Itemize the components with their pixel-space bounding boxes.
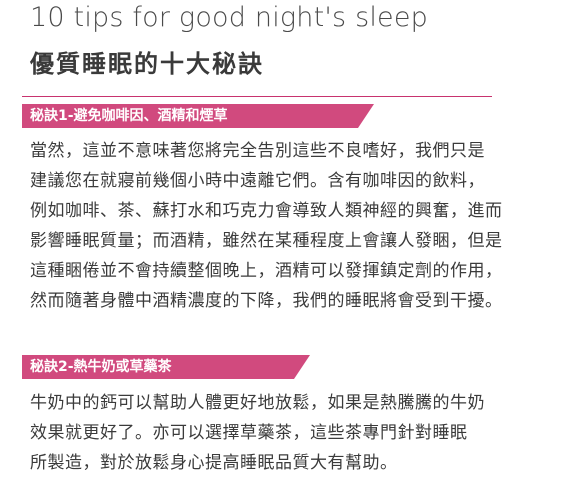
section-heading-tip-2: 秘訣2-熱牛奶或草藥茶 <box>22 355 310 379</box>
paragraph-line: 所製造，對於放鬆身心提高睡眠品質大有幫助。 <box>30 453 398 473</box>
paragraph-line: 建議您在就寢前幾個小時中遠離它們。含有咖啡因的飲料， <box>30 171 485 191</box>
title-english: 10 tips for good night's sleep <box>30 2 429 33</box>
paragraph-line: 這種睏倦並不會持續整個晚上，酒精可以發揮鎮定劑的作用， <box>30 261 503 281</box>
section-body-tip-1: 當然，這並不意味著您將完全告別這些不良嗜好，我們只是 建議您在就寢前幾個小時中遠… <box>30 136 556 316</box>
paragraph-line: 牛奶中的鈣可以幫助人體更好地放鬆，如果是熱騰騰的牛奶 <box>30 393 485 413</box>
paragraph-line: 影響睡眠質量；而酒精，雖然在某種程度上會讓人發睏，但是 <box>30 231 503 251</box>
section-heading-tip-1: 秘訣1-避免咖啡因、酒精和煙草 <box>22 104 374 128</box>
paragraph-line: 當然，這並不意味著您將完全告別這些不良嗜好，我們只是 <box>30 141 485 161</box>
title-chinese: 優質睡眠的十大秘訣 <box>30 50 264 78</box>
paragraph-line: 效果就更好了。亦可以選擇草藥茶，這些茶專門針對睡眠 <box>30 423 468 443</box>
paragraph-line: 例如咖啡、茶、蘇打水和巧克力會導致人類神經的興奮，進而 <box>30 201 503 221</box>
section-body-tip-2: 牛奶中的鈣可以幫助人體更好地放鬆，如果是熱騰騰的牛奶 效果就更好了。亦可以選擇草… <box>30 388 556 478</box>
divider <box>22 96 492 97</box>
paragraph-line: 然而隨著身體中酒精濃度的下降，我們的睡眠將會受到干擾。 <box>30 291 503 311</box>
